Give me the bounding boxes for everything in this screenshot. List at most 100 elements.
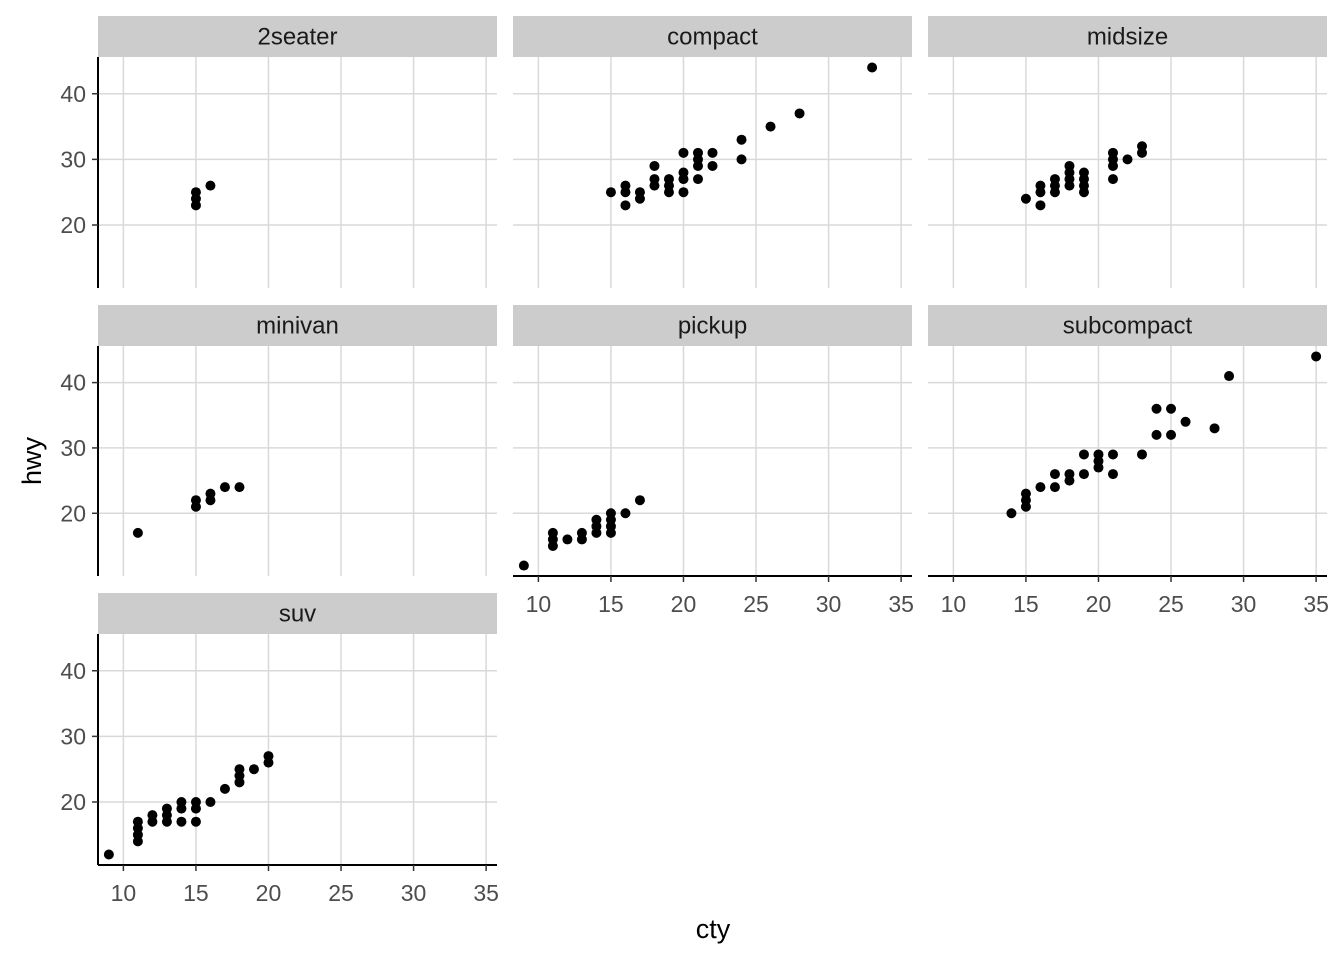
data-point <box>620 200 631 211</box>
data-point <box>707 160 718 171</box>
x-tick-label: 25 <box>743 591 769 617</box>
facet-panel-compact: compact <box>513 16 912 288</box>
panels-layer: 2seater 20 30 40 compact midsize minivan 20 30 40… <box>60 16 1329 906</box>
y-tick-label: 40 <box>60 81 86 107</box>
x-tick-label: 35 <box>1303 591 1329 617</box>
data-point <box>1093 449 1104 460</box>
data-point <box>1166 403 1177 414</box>
x-tick-label: 10 <box>941 591 967 617</box>
data-point <box>1224 371 1235 382</box>
data-point <box>620 508 631 519</box>
data-point <box>1035 200 1046 211</box>
panel-background <box>513 346 912 576</box>
data-point <box>234 482 245 493</box>
data-point <box>1064 469 1075 480</box>
data-point <box>1137 449 1148 460</box>
data-point <box>205 180 216 191</box>
x-tick-label: 15 <box>1013 591 1039 617</box>
data-point <box>692 147 703 158</box>
data-point <box>1064 160 1075 171</box>
panel-background <box>513 57 912 288</box>
facet-strip <box>928 16 1327 57</box>
facet-panel-pickup: pickup 10 15 20 25 30 35 <box>513 305 914 617</box>
x-tick-label: 10 <box>111 880 137 906</box>
panel-background <box>98 346 497 576</box>
data-point <box>663 174 674 185</box>
x-tick-label: 15 <box>183 880 209 906</box>
data-point <box>518 560 529 571</box>
data-point <box>1049 482 1060 493</box>
data-point <box>1020 488 1031 499</box>
data-point <box>1151 403 1162 414</box>
x-tick-label: 20 <box>1086 591 1112 617</box>
facet-strip <box>98 593 497 634</box>
facet-panel-2seater: 2seater 20 30 40 <box>60 16 497 288</box>
data-point <box>103 849 114 860</box>
x-tick-label: 25 <box>1158 591 1184 617</box>
data-point <box>161 803 172 814</box>
y-tick-label: 40 <box>60 370 86 396</box>
data-point <box>634 187 645 198</box>
data-point <box>1107 174 1118 185</box>
data-point <box>736 134 747 145</box>
data-point <box>736 154 747 165</box>
x-tick-label: 30 <box>401 880 427 906</box>
data-point <box>1107 147 1118 158</box>
panel-background <box>928 346 1327 576</box>
data-point <box>1020 193 1031 204</box>
data-point <box>234 764 245 775</box>
data-point <box>147 810 158 821</box>
facet-strip-label: midsize <box>1087 24 1168 51</box>
facet-panel-minivan: minivan 20 30 40 <box>60 305 497 576</box>
data-point <box>649 174 660 185</box>
x-axis-title: cty <box>696 914 731 944</box>
y-tick-label: 20 <box>60 212 86 238</box>
y-tick-label: 30 <box>60 723 86 749</box>
facet-strip-label: minivan <box>256 313 339 340</box>
data-point <box>1166 429 1177 440</box>
x-tick-label: 25 <box>328 880 354 906</box>
facet-strip <box>928 305 1327 346</box>
facet-strip-label: 2seater <box>257 24 337 51</box>
data-point <box>1049 469 1060 480</box>
facet-panel-suv: suv 20 30 40 10 15 20 25 30 35 <box>60 593 499 906</box>
data-point <box>219 482 230 493</box>
x-tick-label: 15 <box>598 591 624 617</box>
x-tick-label: 30 <box>1231 591 1257 617</box>
data-point <box>205 488 216 499</box>
data-point <box>1006 508 1017 519</box>
x-tick-label: 20 <box>671 591 697 617</box>
x-tick-label: 10 <box>526 591 552 617</box>
panel-background <box>98 57 497 288</box>
x-tick-label: 35 <box>888 591 914 617</box>
facet-strip-label: suv <box>279 601 316 628</box>
data-point <box>1180 416 1191 427</box>
data-point <box>1078 167 1089 178</box>
data-point <box>1137 141 1148 152</box>
data-point <box>678 187 689 198</box>
data-point <box>765 121 776 132</box>
y-tick-label: 20 <box>60 789 86 815</box>
x-tick-label: 30 <box>816 591 842 617</box>
data-point <box>591 514 602 525</box>
data-point <box>176 816 187 827</box>
y-tick-label: 20 <box>60 500 86 526</box>
data-point <box>1107 469 1118 480</box>
data-point <box>794 108 805 119</box>
data-point <box>190 187 201 198</box>
data-point <box>176 797 187 807</box>
facet-panel-midsize: midsize <box>928 16 1327 288</box>
data-point <box>678 167 689 178</box>
data-point <box>547 527 558 538</box>
data-point <box>190 495 201 506</box>
y-tick-label: 40 <box>60 658 86 684</box>
data-point <box>263 751 274 762</box>
data-point <box>219 783 230 794</box>
data-point <box>634 495 645 506</box>
data-point <box>620 180 631 191</box>
y-tick-label: 30 <box>60 146 86 172</box>
data-point <box>1209 423 1220 434</box>
data-point <box>562 534 573 545</box>
data-point <box>1078 449 1089 460</box>
